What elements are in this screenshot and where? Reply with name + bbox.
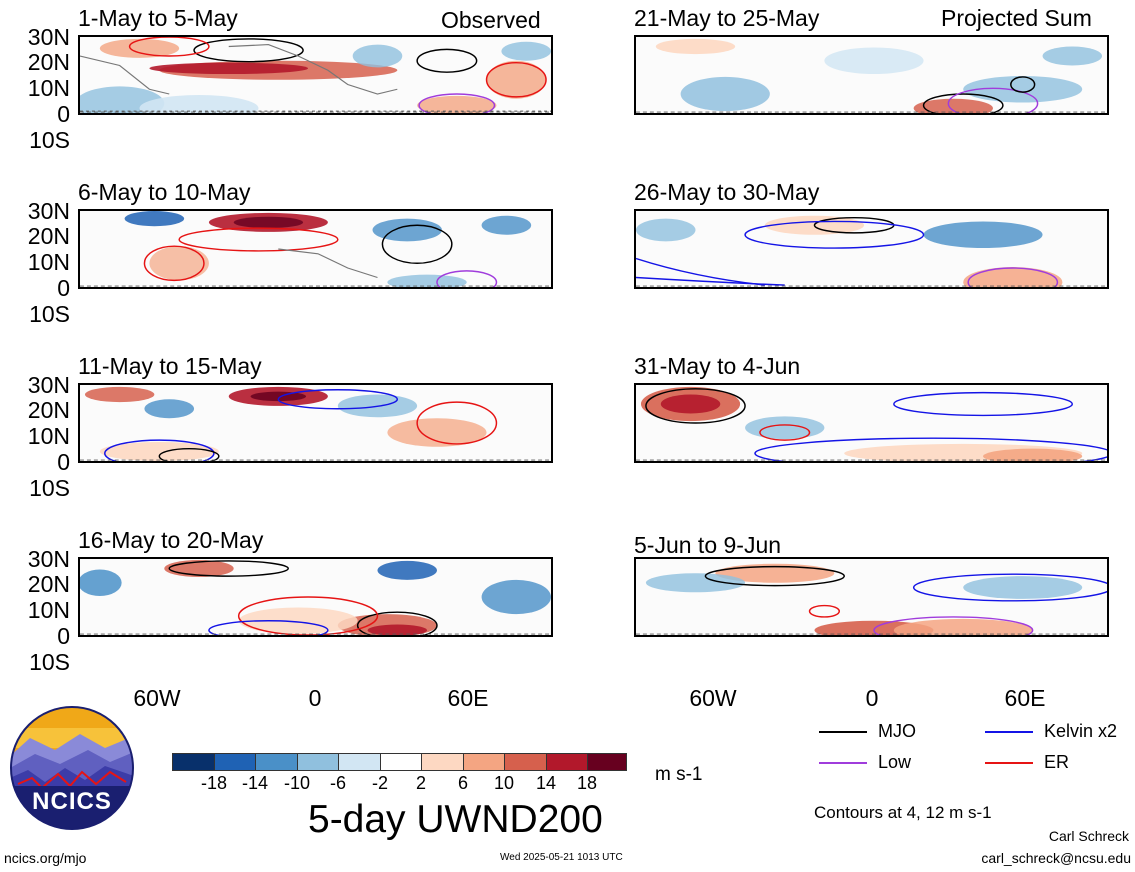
- legend-label-er: ER: [1044, 752, 1070, 772]
- colorbar-segment: [504, 753, 547, 771]
- map-right-3-svg: [636, 386, 1107, 461]
- colorbar-tick: -2: [371, 773, 388, 793]
- projected-sum-label: Projected Sum: [941, 5, 1092, 31]
- footer-author: Carl Schreck: [1048, 828, 1129, 844]
- lat-label-30n: 30N: [27, 546, 70, 572]
- footer-timestamp: Wed 2025-05-21 1013 UTC: [500, 852, 623, 863]
- colorbar-segment: [297, 753, 339, 771]
- lat-label-eq: 0: [57, 623, 70, 649]
- lat-label-eq: 0: [57, 101, 70, 127]
- lat-label-20n: 20N: [27, 397, 70, 423]
- observed-label: Observed: [441, 7, 541, 33]
- colorbar-tick: -18: [200, 773, 227, 793]
- colorbar-tick: 2: [415, 773, 426, 793]
- footer-email: carl_schreck@ncsu.edu: [981, 850, 1131, 866]
- lat-label-30n: 30N: [27, 24, 70, 50]
- colorbar-tick: 18: [576, 773, 598, 793]
- lat-label-eq: 0: [57, 275, 70, 301]
- lat-label-10n: 10N: [27, 75, 70, 101]
- ncics-logo-graphic: [10, 706, 134, 830]
- lon-label-60e-left: 60E: [447, 685, 489, 711]
- legend-line-mjo: [819, 731, 867, 733]
- map-left-3-svg: [80, 386, 551, 461]
- map-panel-right-3: [634, 383, 1109, 463]
- panel-title-right-1: 21-May to 25-May: [634, 5, 820, 31]
- legend-label-low: Low: [878, 752, 912, 772]
- lat-label-10n: 10N: [27, 423, 70, 449]
- ncics-logo: NCICS: [10, 706, 134, 830]
- colorbar-tick: -10: [283, 773, 310, 793]
- colorbar-tick: -6: [329, 773, 346, 793]
- lat-label-10s: 10S: [29, 475, 70, 501]
- lon-label-0-left: 0: [308, 685, 322, 711]
- panel-title-right-3: 31-May to 4-Jun: [634, 353, 801, 379]
- map-panel-left-3: [78, 383, 553, 463]
- colorbar-segment: [380, 753, 422, 771]
- lat-label-30n: 30N: [27, 372, 70, 398]
- colorbar-segment: [421, 753, 464, 771]
- lat-label-20n: 20N: [27, 49, 70, 75]
- map-right-1-svg: [636, 38, 1107, 113]
- lat-label-20n: 20N: [27, 571, 70, 597]
- figure-title: 5-day UWND200: [308, 798, 603, 841]
- panel-title-left-1: 1-May to 5-May: [78, 5, 238, 31]
- map-panel-left-4: [78, 557, 553, 637]
- colorbar-tick: 14: [535, 773, 557, 793]
- colorbar-segment: [255, 753, 298, 771]
- panel-title-left-2: 6-May to 10-May: [78, 179, 251, 205]
- lat-label-10s: 10S: [29, 301, 70, 327]
- lon-label-60w-left: 60W: [133, 685, 181, 711]
- colorbar-segment: [214, 753, 256, 771]
- lat-label-10n: 10N: [27, 249, 70, 275]
- lon-label-60e-right: 60E: [1004, 685, 1046, 711]
- panel-title-left-4: 16-May to 20-May: [78, 527, 264, 553]
- lat-label-30n: 30N: [27, 198, 70, 224]
- colorbar-segment: [546, 753, 588, 771]
- colorbar-tick: 10: [493, 773, 515, 793]
- map-panel-right-2: [634, 209, 1109, 289]
- legend-label-kelvin: Kelvin x2: [1044, 721, 1118, 741]
- lat-label-10s: 10S: [29, 127, 70, 153]
- map-panel-left-1: [78, 35, 553, 115]
- colorbar-segment: [463, 753, 505, 771]
- map-left-2-svg: [80, 211, 551, 287]
- legend-label-mjo: MJO: [878, 721, 916, 741]
- colorbar-segment: [338, 753, 381, 771]
- lat-label-eq: 0: [57, 449, 70, 475]
- legend-line-low: [819, 762, 867, 764]
- map-panel-right-1: [634, 35, 1109, 115]
- lat-label-10s: 10S: [29, 649, 70, 675]
- colorbar-segment: [172, 753, 215, 771]
- colorbar-units: m s-1: [655, 764, 703, 785]
- map-panel-left-2: [78, 209, 553, 289]
- logo-text: NCICS: [32, 788, 112, 815]
- map-panel-right-4: [634, 557, 1109, 637]
- panel-title-left-3: 11-May to 15-May: [78, 353, 262, 379]
- panel-title-right-2: 26-May to 30-May: [634, 179, 820, 205]
- colorbar-segment: [587, 753, 627, 771]
- legend-line-er: [985, 762, 1033, 764]
- lon-label-0-right: 0: [865, 685, 879, 711]
- lat-label-10n: 10N: [27, 597, 70, 623]
- legend-line-kelvin: [985, 731, 1033, 733]
- map-left-4-svg: [80, 559, 551, 635]
- colorbar-tick: -14: [241, 773, 268, 793]
- colorbar-tick: 6: [457, 773, 468, 793]
- footer-url: ncics.org/mjo: [4, 850, 87, 866]
- lat-label-20n: 20N: [27, 223, 70, 249]
- lon-label-60w-right: 60W: [689, 685, 737, 711]
- map-right-4-svg: [636, 563, 1107, 635]
- contours-note: Contours at 4, 12 m s-1: [814, 803, 992, 822]
- map-left-1-svg: [80, 37, 551, 113]
- map-right-2-svg: [636, 215, 1107, 287]
- panel-title-right-4: 5-Jun to 9-Jun: [634, 532, 782, 558]
